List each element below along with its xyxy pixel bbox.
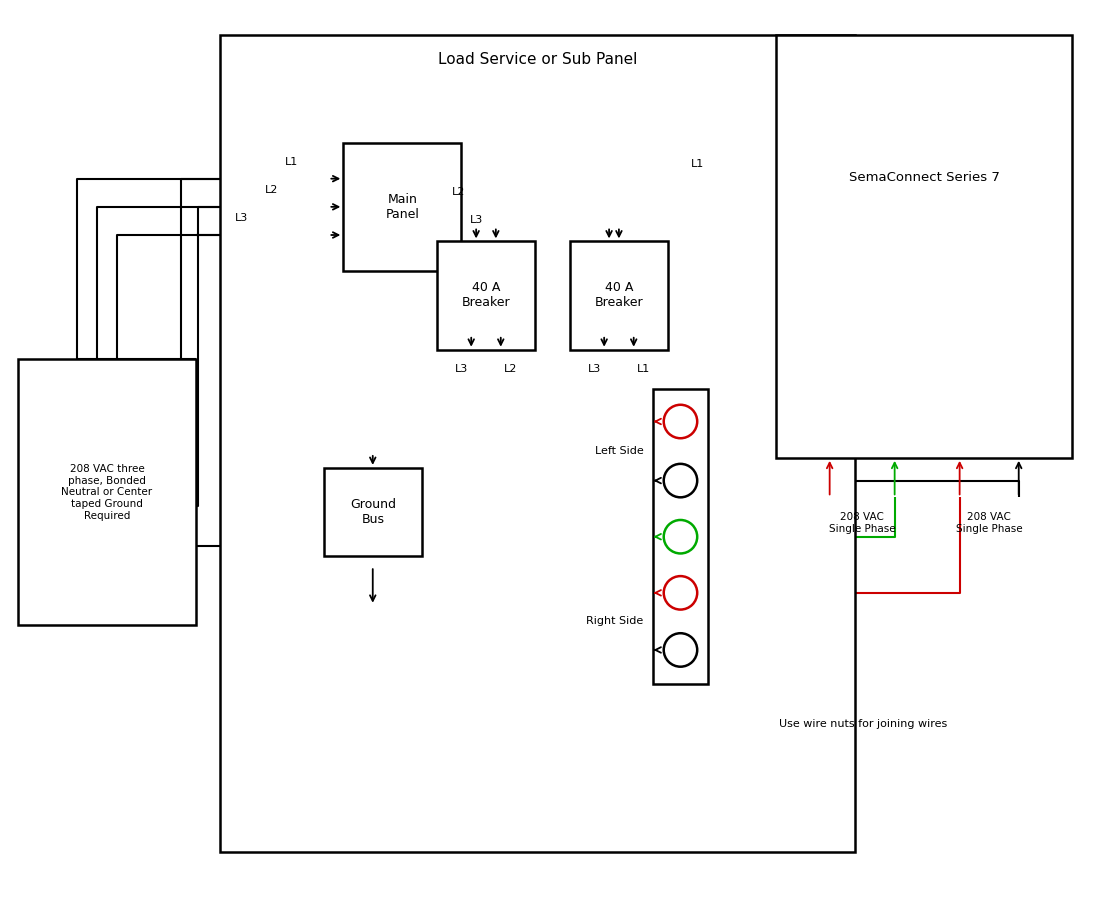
Text: Use wire nuts for joining wires: Use wire nuts for joining wires: [779, 719, 947, 729]
Text: L3: L3: [587, 364, 601, 374]
Text: L2: L2: [265, 185, 278, 195]
Text: L2: L2: [504, 364, 517, 374]
Text: Left Side: Left Side: [595, 446, 644, 456]
Bar: [777, 35, 1071, 458]
Text: Main
Panel: Main Panel: [385, 192, 419, 221]
Text: 208 VAC
Single Phase: 208 VAC Single Phase: [956, 512, 1023, 534]
Text: 40 A
Breaker: 40 A Breaker: [595, 281, 644, 310]
Text: 208 VAC
Single Phase: 208 VAC Single Phase: [828, 512, 895, 534]
Text: L2: L2: [452, 187, 465, 197]
Bar: [19, 360, 196, 626]
Text: L3: L3: [470, 215, 483, 225]
Bar: [343, 143, 461, 271]
Text: L1: L1: [691, 159, 704, 169]
Text: L1: L1: [637, 364, 650, 374]
Bar: [653, 389, 707, 685]
Bar: [323, 468, 422, 557]
Text: 208 VAC three
phase, Bonded
Neutral or Center
taped Ground
Required: 208 VAC three phase, Bonded Neutral or C…: [62, 464, 153, 520]
Circle shape: [663, 520, 697, 554]
Text: SemaConnect Series 7: SemaConnect Series 7: [849, 171, 1000, 183]
Text: L1: L1: [285, 157, 298, 167]
Text: L3: L3: [454, 364, 467, 374]
Bar: [220, 35, 856, 852]
Text: Right Side: Right Side: [586, 617, 644, 627]
Bar: [437, 242, 536, 350]
Circle shape: [663, 464, 697, 498]
Circle shape: [663, 405, 697, 439]
Circle shape: [663, 576, 697, 609]
Text: Ground
Bus: Ground Bus: [350, 498, 396, 526]
Circle shape: [663, 633, 697, 666]
Text: Load Service or Sub Panel: Load Service or Sub Panel: [438, 52, 637, 66]
Bar: [570, 242, 668, 350]
Text: L3: L3: [235, 213, 249, 223]
Text: 40 A
Breaker: 40 A Breaker: [462, 281, 510, 310]
